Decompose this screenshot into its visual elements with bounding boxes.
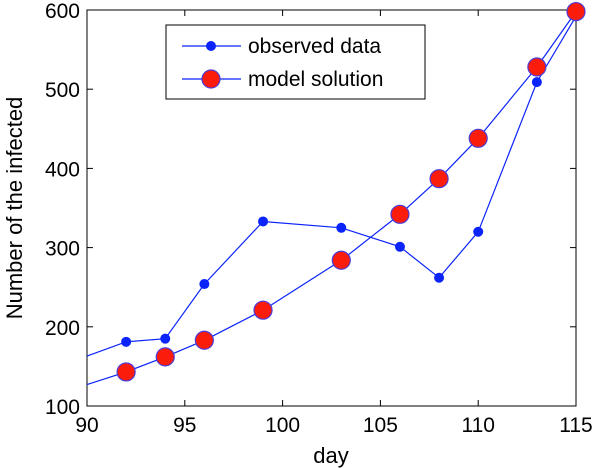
legend-marker-observed [206,41,216,51]
model-solution-point [331,250,351,270]
y-tick-label: 300 [45,238,80,261]
observed-data-point [258,216,269,227]
legend-marker-model [201,69,221,89]
model-solution-point [116,362,136,382]
observed-data-point [473,226,484,237]
x-tick-label: 100 [265,414,300,437]
legend-label-model: model solution [248,68,383,91]
x-tick-label: 105 [363,414,398,437]
model-solution-point [468,128,488,148]
model-solution-point [527,57,547,77]
y-tick-label: 500 [45,79,80,102]
observed-data-point [121,336,132,347]
x-tick-label: 90 [75,414,98,437]
model-solution-point [566,1,586,22]
model-solution-point [253,300,273,320]
x-tick-label: 110 [461,414,494,437]
y-tick-label: 200 [45,317,80,340]
model-solution-point [390,204,410,224]
observed-data-point [531,77,542,88]
observed-data-point [434,272,445,283]
observed-data-point [336,222,347,233]
model-solution-point [155,347,175,367]
observed-data-point [199,279,210,290]
legend-label-observed: observed data [248,35,381,58]
model-solution-point [429,169,449,189]
x-axis-label: day [313,443,348,468]
y-axis-label: Number of the infected [2,97,27,320]
series-markers [116,1,586,382]
y-tick-label: 100 [45,396,80,419]
axis-ticks [86,9,577,407]
y-tick-label: 600 [45,0,80,23]
y-tick-label: 400 [45,158,80,181]
x-tick-label: 95 [173,414,196,437]
x-tick-label: 115 [559,414,592,437]
tick-labels: 90 95 100 105 110 115 100 200 300 400 500 600 [45,0,593,437]
observed-data-point [160,333,171,344]
observed-data-point [394,241,405,252]
model-solution-point [194,330,214,350]
legend: observed data model solution [165,24,426,100]
